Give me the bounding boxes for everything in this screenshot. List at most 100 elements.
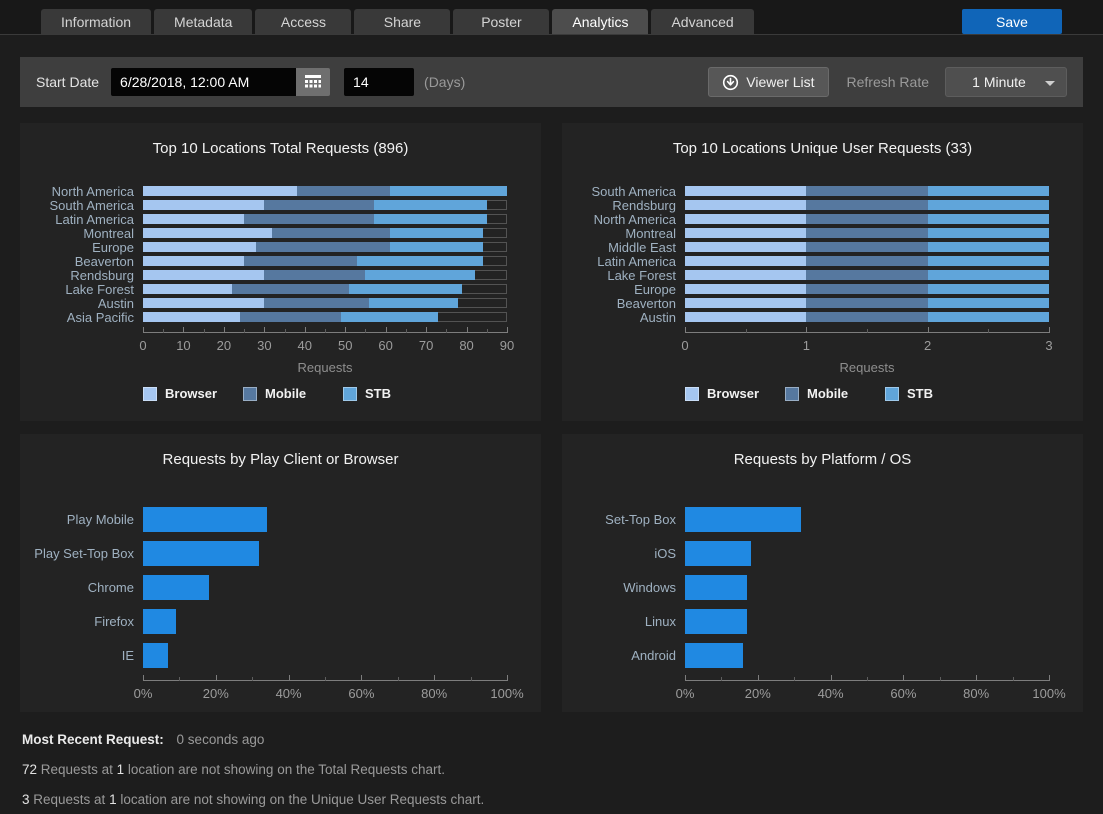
tick-label: 40%: [817, 686, 844, 701]
footer-status-area: Most Recent Request: 0 seconds ago 72 Re…: [22, 732, 1081, 807]
chart-title: Requests by Play Client or Browser: [162, 451, 399, 468]
bar-fill: [685, 574, 747, 600]
minor-tick-mark: [179, 677, 181, 681]
category-label: Rendsburg: [70, 267, 134, 283]
bar: [685, 228, 1049, 238]
viewer-list-button[interactable]: Viewer List: [708, 67, 829, 97]
legend-item-mobile: Mobile: [785, 386, 885, 401]
bar: [685, 506, 1049, 532]
tick-mark: [288, 675, 290, 681]
start-date-input[interactable]: [111, 68, 297, 96]
bar: [143, 506, 507, 532]
save-button[interactable]: Save: [962, 9, 1062, 34]
most-recent-request-line: Most Recent Request: 0 seconds ago: [22, 732, 1081, 747]
minor-tick-mark: [446, 329, 448, 333]
bar-segment-stb: [365, 270, 475, 280]
minor-tick-mark: [203, 329, 205, 333]
legend-label: Browser: [165, 386, 218, 401]
tab-analytics[interactable]: Analytics: [552, 9, 649, 34]
minor-tick-mark: [163, 329, 165, 333]
minor-tick-mark: [721, 677, 723, 681]
bar-fill: [685, 540, 751, 566]
chart-row: Play Set-Top Box: [20, 536, 541, 570]
notice-number: 72: [22, 762, 38, 777]
chart-panel-play-client: Requests by Play Client or Browser Play …: [20, 434, 541, 712]
tab-access[interactable]: Access: [255, 9, 352, 34]
category-label: Firefox: [94, 613, 134, 629]
tick-label: 60: [378, 338, 393, 353]
legend-item-browser: Browser: [143, 386, 243, 401]
minor-tick-mark: [486, 329, 488, 333]
refresh-rate-dropdown[interactable]: 1 Minute: [945, 67, 1067, 97]
bar-segment-mobile: [296, 186, 390, 196]
bar-segment-mobile: [806, 256, 928, 266]
bar: [685, 186, 1049, 196]
tab-advanced[interactable]: Advanced: [651, 9, 754, 34]
chart-panel-platform-os: Requests by Platform / OS Set-Top Box iOS…: [562, 434, 1083, 712]
notice-text: Requests at: [37, 762, 117, 777]
legend-swatch: [343, 386, 357, 401]
tab-information[interactable]: Information: [41, 9, 152, 34]
notice-text: location are not showing on the Total Re…: [124, 762, 446, 777]
tick-label: 2: [924, 338, 932, 353]
tick-label: 80%: [963, 686, 990, 701]
bar-segment-mobile: [806, 270, 928, 280]
chart-row: Asia Pacific: [20, 310, 541, 325]
bar: [143, 214, 507, 224]
x-axis: 0% 20% 40% 60% 80% 100%: [676, 675, 1066, 706]
bar: [143, 242, 507, 252]
tick-label: 30: [257, 338, 272, 353]
tick-mark: [806, 327, 808, 333]
tick-label: 3: [1045, 338, 1053, 353]
bar-segment-stb: [927, 256, 1049, 266]
tick-label: 0: [139, 338, 147, 353]
chart-row: Montreal: [20, 226, 541, 241]
tick-label: 60%: [890, 686, 917, 701]
chart-legend: Browser Mobile STB: [143, 386, 541, 401]
bar-segment-browser: [685, 312, 807, 322]
bar-segment-browser: [143, 256, 245, 266]
minor-tick-mark: [867, 329, 868, 333]
chart-row: Latin America: [562, 254, 1083, 269]
bar: [685, 540, 1049, 566]
tick-label: 60%: [348, 686, 375, 701]
tick-label: 20%: [744, 686, 771, 701]
calendar-button[interactable]: [296, 68, 331, 96]
bar-segment-browser: [685, 298, 807, 308]
tick-label: 100%: [1032, 686, 1066, 701]
bar-segment-browser: [143, 284, 232, 294]
category-label: Middle East: [608, 239, 676, 255]
minor-tick-mark: [988, 329, 990, 333]
category-label: Play Set-Top Box: [34, 545, 134, 561]
minor-tick-mark: [470, 677, 472, 681]
days-input[interactable]: [344, 68, 415, 96]
chart-row: Austin: [20, 296, 541, 311]
chart-row: Latin America: [20, 212, 541, 227]
bar-segment-browser: [143, 186, 297, 196]
tick-mark: [830, 675, 832, 681]
bar-fill: [143, 574, 209, 600]
chart-plot-area: Set-Top Box iOS Windows Linux Android 0% 20% 40…: [562, 502, 1083, 706]
tick-mark: [903, 675, 905, 681]
bar-segment-browser: [685, 256, 807, 266]
bar-rows: North America South America Latin America M…: [20, 183, 541, 325]
legend-swatch: [685, 386, 699, 401]
tab-share[interactable]: Share: [354, 9, 451, 34]
refresh-rate-value: 1 Minute: [972, 74, 1026, 90]
tab-poster[interactable]: Poster: [453, 9, 550, 34]
chart-row: Linux: [562, 604, 1083, 638]
category-label: North America: [593, 211, 676, 227]
tick-label: 40%: [275, 686, 302, 701]
category-label: Beaverton: [616, 295, 676, 311]
minor-tick-mark: [405, 329, 407, 333]
tab-metadata[interactable]: Metadata: [154, 9, 253, 34]
category-label: North America: [51, 183, 134, 199]
chart-row: Austin: [562, 310, 1083, 325]
bar: [143, 540, 507, 566]
toolbar-right-group: Viewer List Refresh Rate 1 Minute: [708, 67, 1067, 97]
bar-segment-mobile: [244, 256, 358, 266]
minor-tick-mark: [794, 677, 796, 681]
bar-segment-browser: [143, 270, 265, 280]
legend-item-browser: Browser: [685, 386, 785, 401]
start-date-group: [111, 68, 331, 96]
